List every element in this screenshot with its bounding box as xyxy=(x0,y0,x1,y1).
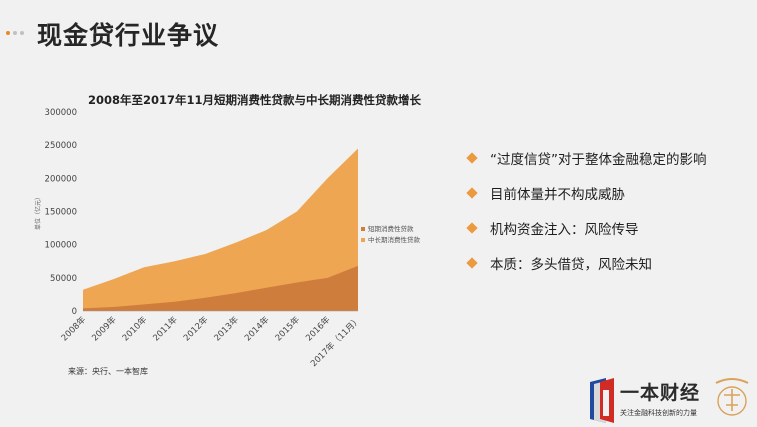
bullet-item: 本质：多头借贷，风险未知 xyxy=(466,255,707,273)
header-dot xyxy=(6,31,10,35)
bullet-text: “过度信贷”对于整体金融稳定的影响 xyxy=(490,152,707,168)
x-tick-label: 2011年 xyxy=(151,314,180,343)
legend-swatch xyxy=(361,238,365,242)
source-note: 来源：央行、一本智库 xyxy=(68,367,148,376)
bullet-text: 本质：多头借贷，风险未知 xyxy=(490,257,652,273)
x-tick-label: 2016年 xyxy=(303,314,332,343)
y-tick-label: 0 xyxy=(72,307,77,317)
brand-logo: 一本财经 关注金融科技创新的力量 xyxy=(588,378,748,423)
area-series-0 xyxy=(83,148,358,311)
x-tick-label: 2012年 xyxy=(181,314,210,343)
x-tick-label: 2009年 xyxy=(90,314,119,343)
x-tick-label: 2017年（11月） xyxy=(308,314,363,369)
diamond-bullet-icon xyxy=(466,257,478,269)
x-tick-label: 2013年 xyxy=(212,314,241,343)
chart-title: 2008年至2017年11月短期消费性贷款与中长期消费性贷款增长 xyxy=(88,93,422,107)
diamond-bullet-icon xyxy=(466,187,478,199)
x-tick-label: 2008年 xyxy=(59,314,88,343)
logo-name: 一本财经 xyxy=(620,382,701,404)
y-tick-label: 50000 xyxy=(50,274,77,284)
bullet-text: 目前体量并不构成威胁 xyxy=(490,187,625,203)
y-tick-label: 300000 xyxy=(45,108,77,118)
header-dots xyxy=(6,31,24,35)
bullet-text: 机构资金注入：风险传导 xyxy=(490,222,639,238)
header-dot xyxy=(20,31,24,35)
bullet-item: “过度信贷”对于整体金融稳定的影响 xyxy=(466,150,707,168)
diamond-bullet-icon xyxy=(466,152,478,164)
logo-mark-icon xyxy=(590,378,614,423)
y-axis-label: 单位（亿元） xyxy=(34,194,42,230)
y-tick-label: 100000 xyxy=(45,241,77,251)
bullet-item: 机构资金注入：风险传导 xyxy=(466,220,707,238)
y-tick-label: 150000 xyxy=(45,208,77,218)
x-tick-label: 2010年 xyxy=(120,314,149,343)
y-tick-label: 200000 xyxy=(45,174,77,184)
header-dot xyxy=(13,31,17,35)
legend-swatch xyxy=(361,227,365,231)
diamond-bullet-icon xyxy=(466,222,478,234)
x-tick-label: 2014年 xyxy=(242,314,271,343)
ink-seal-icon xyxy=(715,378,749,416)
bullet-list: “过度信贷”对于整体金融稳定的影响 目前体量并不构成威胁 机构资金注入：风险传导… xyxy=(466,150,707,290)
legend-label: 短期消费性贷款 xyxy=(368,224,414,233)
y-tick-label: 250000 xyxy=(45,141,77,151)
x-tick-label: 2015年 xyxy=(273,314,302,343)
bullet-item: 目前体量并不构成威胁 xyxy=(466,185,707,203)
logo-slogan: 关注金融科技创新的力量 xyxy=(620,409,697,417)
legend-label: 中长期消费性贷款 xyxy=(368,235,421,244)
slide-title: 现金贷行业争议 xyxy=(37,21,220,50)
area-series-1 xyxy=(83,265,358,311)
